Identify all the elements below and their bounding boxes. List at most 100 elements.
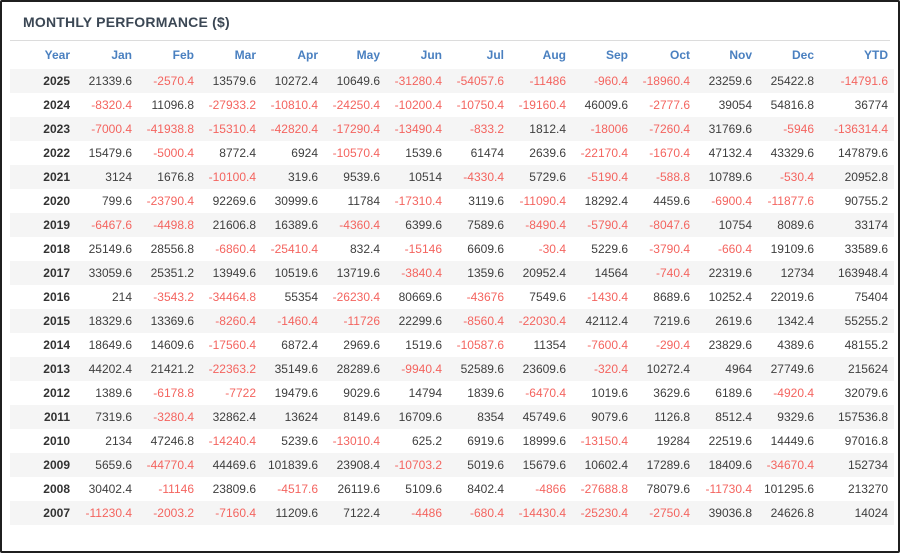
year-cell: 2019 bbox=[43, 218, 70, 232]
value-cell-mar: 13579.6 bbox=[212, 74, 256, 88]
value-cell-oct: -290.4 bbox=[655, 338, 690, 352]
value-cell-sep: -18006 bbox=[590, 122, 628, 136]
value-cell-aug: 7549.6 bbox=[529, 290, 566, 304]
value-cell-jan: -7000.4 bbox=[91, 122, 132, 136]
value-cell-mar: -27933.2 bbox=[208, 98, 256, 112]
column-header-mar: Mar bbox=[234, 48, 256, 62]
value-cell-oct: -7260.4 bbox=[649, 122, 690, 136]
table-body: 2025 21339.6 -2570.4 13579.6 10272.4 10649.6-… bbox=[10, 69, 894, 525]
year-cell: 2020 bbox=[43, 194, 70, 208]
year-cell: 2014 bbox=[43, 338, 70, 352]
value-cell-oct: -2750.4 bbox=[649, 506, 690, 520]
value-cell-oct: 17289.6 bbox=[646, 458, 690, 472]
value-cell-apr: 10519.6 bbox=[274, 266, 318, 280]
value-cell-may: -24250.4 bbox=[332, 98, 380, 112]
value-cell-may: 11784 bbox=[347, 194, 380, 208]
value-cell-aug: 11354 bbox=[533, 338, 566, 352]
table-row: 2014 18649.6 14609.6 -17560.4 6872.4 2969.6 15… bbox=[10, 333, 894, 357]
value-cell-feb: 14609.6 bbox=[150, 338, 194, 352]
column-header-nov: Nov bbox=[729, 48, 752, 62]
value-cell-may: -11726 bbox=[343, 314, 380, 328]
value-cell-aug: -22030.4 bbox=[518, 314, 566, 328]
table-row: 2018 25149.6 28556.8 -6860.4 -25410.4 832.4 -1… bbox=[10, 237, 894, 261]
value-cell-feb: 11096.8 bbox=[151, 98, 195, 112]
value-cell-oct: -8047.6 bbox=[649, 218, 690, 232]
value-cell-sep: -25230.4 bbox=[580, 506, 628, 520]
value-cell-sep: -13150.4 bbox=[580, 434, 628, 448]
year-cell: 2011 bbox=[43, 410, 70, 424]
value-cell-jul: 8402.4 bbox=[467, 482, 504, 496]
value-cell-aug: -4866 bbox=[535, 482, 566, 496]
value-cell-jun: -31280.4 bbox=[394, 74, 442, 88]
value-cell-nov: 47132.4 bbox=[708, 146, 752, 160]
value-cell-sep: -22170.4 bbox=[580, 146, 628, 160]
value-cell-apr: 30999.6 bbox=[274, 194, 318, 208]
value-cell-oct: -2777.6 bbox=[649, 98, 690, 112]
value-cell-apr: 10272.4 bbox=[274, 74, 318, 88]
value-cell-mar: -10100.4 bbox=[208, 170, 256, 184]
value-cell-ytd: -136314.4 bbox=[833, 122, 888, 136]
value-cell-nov: 23829.6 bbox=[708, 338, 752, 352]
value-cell-may: 9539.6 bbox=[343, 170, 380, 184]
value-cell-feb: -6178.8 bbox=[153, 386, 194, 400]
value-cell-mar: 32862.4 bbox=[212, 410, 256, 424]
value-cell-jun: -10703.2 bbox=[394, 458, 442, 472]
value-cell-jan: 25149.6 bbox=[88, 242, 132, 256]
performance-table: Year Jan Feb Mar Apr May Jun Jul Aug Sep Oct Nov Dec… bbox=[10, 41, 894, 525]
value-cell-apr: 35149.6 bbox=[274, 362, 318, 376]
value-cell-mar: 21606.8 bbox=[212, 218, 256, 232]
year-cell: 2025 bbox=[43, 74, 70, 88]
table-row: 2009 5659.6 -44770.4 44469.6 101839.6 23908.4… bbox=[10, 453, 894, 477]
value-cell-jun: -9940.4 bbox=[401, 362, 442, 376]
value-cell-aug: -14430.4 bbox=[518, 506, 566, 520]
value-cell-jun: 10514 bbox=[408, 170, 442, 184]
value-cell-nov: 10252.4 bbox=[708, 290, 752, 304]
value-cell-jan: 18649.6 bbox=[88, 338, 132, 352]
value-cell-mar: -6860.4 bbox=[215, 242, 256, 256]
value-cell-jan: 2134 bbox=[105, 434, 132, 448]
year-cell: 2012 bbox=[43, 386, 70, 400]
value-cell-mar: -7722 bbox=[225, 386, 256, 400]
value-cell-may: 832.4 bbox=[349, 242, 380, 256]
value-cell-oct: 10272.4 bbox=[646, 362, 690, 376]
value-cell-jun: -3840.4 bbox=[401, 266, 442, 280]
value-cell-nov: -11730.4 bbox=[705, 482, 752, 496]
value-cell-feb: -5000.4 bbox=[153, 146, 194, 160]
title-bar: MONTHLY PERFORMANCE ($) bbox=[2, 2, 898, 40]
value-cell-feb: -23790.4 bbox=[146, 194, 194, 208]
value-cell-jul: 6919.6 bbox=[467, 434, 504, 448]
value-cell-ytd: 33174 bbox=[854, 218, 888, 232]
value-cell-jun: -13490.4 bbox=[394, 122, 442, 136]
value-cell-oct: -3790.4 bbox=[649, 242, 690, 256]
value-cell-aug: -30.4 bbox=[538, 242, 566, 256]
page-title: MONTHLY PERFORMANCE ($) bbox=[23, 14, 230, 30]
value-cell-feb: 21421.2 bbox=[150, 362, 194, 376]
value-cell-jul: 52589.6 bbox=[460, 362, 504, 376]
value-cell-ytd: 215624 bbox=[847, 362, 888, 376]
column-header-sep: Sep bbox=[605, 48, 628, 62]
table-row: 2023 -7000.4 -41938.8 -15310.4 -42820.4 -1729… bbox=[10, 117, 894, 141]
value-cell-mar: 8772.4 bbox=[219, 146, 256, 160]
table-row: 2008 30402.4 -11146 23809.6 -4517.6 26119.6 51… bbox=[10, 477, 894, 501]
table-row: 2024 -8320.4 11096.8 -27933.2 -10810.4 -24250… bbox=[10, 93, 894, 117]
value-cell-jul: -8560.4 bbox=[463, 314, 504, 328]
value-cell-dec: 12734 bbox=[780, 266, 814, 280]
value-cell-jul: -43676 bbox=[466, 290, 504, 304]
column-header-apr: Apr bbox=[297, 48, 318, 62]
column-header-aug: Aug bbox=[542, 48, 566, 62]
value-cell-apr: -25410.4 bbox=[270, 242, 318, 256]
value-cell-dec: 1342.4 bbox=[777, 314, 814, 328]
value-cell-ytd: 157536.8 bbox=[837, 410, 888, 424]
column-header-year: Year bbox=[44, 48, 70, 62]
value-cell-jul: 6609.6 bbox=[467, 242, 504, 256]
value-cell-jan: 799.6 bbox=[101, 194, 132, 208]
value-cell-nov: 23259.6 bbox=[708, 74, 752, 88]
value-cell-ytd: 90755.2 bbox=[844, 194, 888, 208]
value-cell-nov: 31769.6 bbox=[708, 122, 752, 136]
value-cell-aug: -6470.4 bbox=[525, 386, 566, 400]
value-cell-nov: 18409.6 bbox=[708, 458, 752, 472]
value-cell-feb: -44770.4 bbox=[146, 458, 194, 472]
table-header: Year Jan Feb Mar Apr May Jun Jul Aug Sep Oct Nov Dec… bbox=[10, 41, 894, 69]
value-cell-feb: 13369.6 bbox=[150, 314, 194, 328]
value-cell-nov: 10789.6 bbox=[708, 170, 752, 184]
